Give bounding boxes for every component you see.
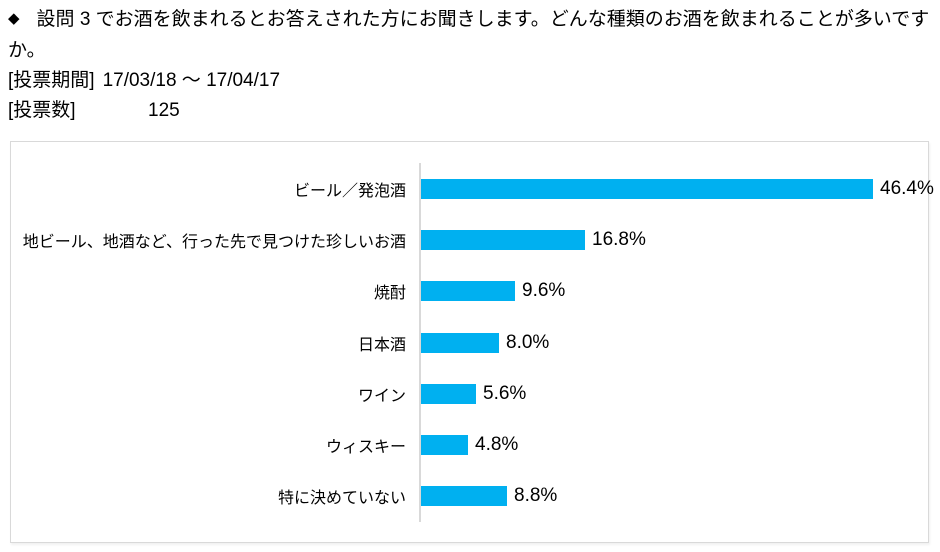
question-header: ◆ 設問 3 でお酒を飲まれるとお答えされた方にお聞きします。どんな種類のお酒を飲…: [8, 5, 934, 126]
bar-track: 8.0%: [419, 316, 920, 369]
value-label: 5.6%: [483, 382, 527, 404]
vote-count-label: [投票数]: [8, 100, 76, 121]
bar-track: 5.6%: [419, 368, 920, 420]
diamond-bullet-icon: ◆: [8, 10, 20, 27]
chart-row: 日本酒 8.0%: [21, 316, 920, 369]
vote-period-value: 17/03/18 ～ 17/04/17: [102, 70, 281, 91]
vote-period-label: [投票期間]: [8, 70, 95, 91]
category-label: ビール／発泡酒: [293, 182, 406, 200]
value-label: 4.8%: [475, 434, 519, 456]
chart-row: 焼酎 9.6%: [21, 265, 920, 317]
bar-chart: ビール／発泡酒 46.4% 地ビール、地酒など、行った先で見つけた珍しいお酒 16.8…: [21, 163, 934, 523]
bar-track: 9.6%: [419, 265, 920, 317]
category-label: 地ビール、地酒など、行った先で見つけた珍しいお酒: [22, 233, 406, 251]
category-label: ウィスキー: [325, 439, 406, 457]
chart-row: ビール／発泡酒 46.4%: [21, 163, 934, 215]
bar: [421, 435, 468, 456]
value-label: 9.6%: [522, 280, 566, 302]
bar-track: 16.8%: [419, 214, 920, 266]
value-label: 46.4%: [880, 177, 934, 199]
chart-row: ワイン 5.6%: [21, 368, 920, 420]
question-line: ◆ 設問 3 でお酒を飲まれるとお答えされた方にお聞きします。どんな種類のお酒を飲…: [8, 5, 934, 66]
category-label: 日本酒: [357, 336, 406, 354]
bar: [421, 178, 873, 199]
bar: [421, 383, 476, 404]
vote-count-value: 125: [148, 100, 180, 121]
category-label: ワイン: [357, 387, 406, 405]
bar: [421, 229, 585, 250]
vote-count-row: [投票数] 125: [8, 96, 934, 126]
chart-panel: ビール／発泡酒 46.4% 地ビール、地酒など、行った先で見つけた珍しいお酒 16.8…: [10, 141, 934, 543]
value-label: 8.0%: [506, 331, 550, 353]
bar-track: 46.4%: [419, 163, 934, 215]
value-label: 8.8%: [514, 485, 558, 507]
bar: [421, 486, 507, 507]
bar-track: 4.8%: [419, 419, 920, 471]
chart-row: 特に決めていない 8.8%: [21, 470, 920, 523]
value-label: 16.8%: [592, 228, 646, 250]
bar: [421, 281, 515, 302]
bar: [421, 332, 499, 353]
chart-row: 地ビール、地酒など、行った先で見つけた珍しいお酒 16.8%: [21, 214, 920, 266]
question-text: 設問 3 でお酒を飲まれるとお答えされた方にお聞きします。どんな種類のお酒を飲ま…: [8, 9, 930, 61]
category-label: 焼酎: [373, 285, 406, 303]
category-label: 特に決めていない: [277, 490, 406, 508]
chart-row: ウィスキー 4.8%: [21, 419, 920, 471]
vote-period-row: [投票期間] 17/03/18 ～ 17/04/17: [8, 66, 934, 96]
bar-track: 8.8%: [419, 470, 920, 523]
